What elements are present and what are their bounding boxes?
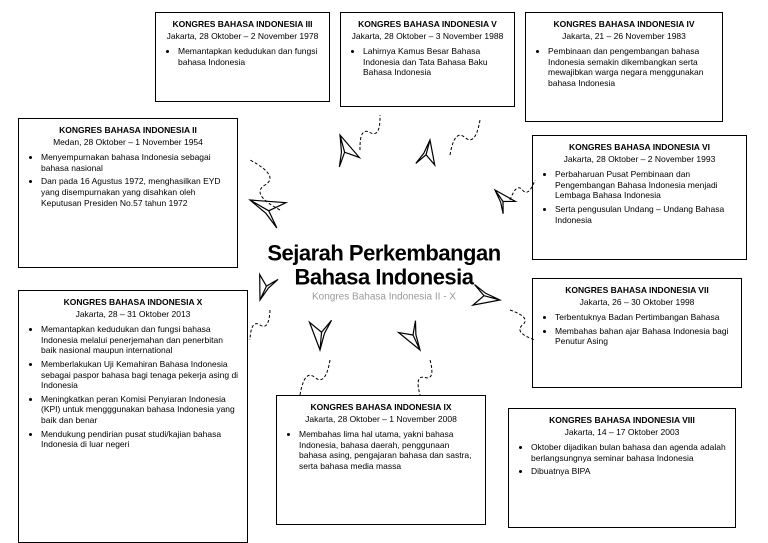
box-kongres-5: KONGRES BAHASA INDONESIA V Jakarta, 28 Ok… bbox=[340, 12, 515, 107]
box-kongres-9: KONGRES BAHASA INDONESIA IX Jakarta, 28 O… bbox=[276, 395, 486, 525]
paper-plane-icon bbox=[302, 311, 341, 350]
box-title: KONGRES BAHASA INDONESIA X bbox=[27, 297, 239, 307]
box-bullets: Perbaharuan Pusat Pembinaan dan Pengemba… bbox=[541, 169, 738, 225]
box-subtitle: Jakarta, 14 – 17 Oktober 2003 bbox=[517, 427, 727, 437]
trail-squiggle bbox=[450, 120, 480, 155]
bullet-item: Dibuatnya BIPA bbox=[531, 466, 727, 477]
box-bullets: Oktober dijadikan bulan bahasa dan agend… bbox=[517, 442, 727, 477]
box-bullets: Menyempurnakan bahasa Indonesia sebagai … bbox=[27, 152, 229, 208]
paper-plane-icon bbox=[409, 140, 442, 173]
box-kongres-6: KONGRES BAHASA INDONESIA VI Jakarta, 28 O… bbox=[532, 135, 747, 260]
box-title: KONGRES BAHASA INDONESIA IV bbox=[534, 19, 714, 29]
box-bullets: Pembinaan dan pengembangan bahasa Indone… bbox=[534, 46, 714, 89]
box-subtitle: Jakarta, 21 – 26 November 1983 bbox=[534, 31, 714, 41]
bullet-item: Memantapkan kedudukan dan fungsi bahasa … bbox=[178, 46, 321, 67]
paper-plane-icon bbox=[250, 191, 292, 233]
trail-squiggle bbox=[360, 115, 380, 150]
trail-squiggle bbox=[250, 160, 280, 210]
bullet-item: Menyempurnakan bahasa Indonesia sebagai … bbox=[41, 152, 229, 173]
trail-squiggle bbox=[250, 310, 270, 340]
main-title: Sejarah Perkembangan Bahasa Indonesia bbox=[267, 241, 500, 289]
box-bullets: Memantapkan kedudukan dan fungsi bahasa … bbox=[164, 46, 321, 67]
bullet-item: Memantapkan kedudukan dan fungsi bahasa … bbox=[41, 324, 239, 356]
bullet-item: Meningkatkan peran Komisi Penyiaran Indo… bbox=[41, 394, 239, 426]
box-bullets: Lahirnya Kamus Besar Bahasa Indonesia da… bbox=[349, 46, 506, 78]
box-title: KONGRES BAHASA INDONESIA II bbox=[27, 125, 229, 135]
box-bullets: Terbentuknya Badan Pertimbangan Bahasa Me… bbox=[541, 312, 733, 347]
paper-plane-icon bbox=[491, 190, 516, 215]
box-bullets: Membahas lima hal utama, yakni bahasa In… bbox=[285, 429, 477, 472]
title-line-2: Bahasa Indonesia bbox=[294, 264, 473, 289]
box-kongres-2: KONGRES BAHASA INDONESIA II Medan, 28 Okt… bbox=[18, 118, 238, 268]
trail-squiggle bbox=[300, 360, 330, 395]
bullet-item: Membahas lima hal utama, yakni bahasa In… bbox=[299, 429, 477, 472]
box-subtitle: Jakarta, 28 – 31 Oktober 2013 bbox=[27, 309, 239, 319]
center-title: Sejarah Perkembangan Bahasa Indonesia Ko… bbox=[267, 241, 500, 302]
bullet-item: Pembinaan dan pengembangan bahasa Indone… bbox=[548, 46, 714, 89]
box-kongres-7: KONGRES BAHASA INDONESIA VII Jakarta, 26 … bbox=[532, 278, 742, 388]
bullet-item: Dan pada 16 Agustus 1972, menghasilkan E… bbox=[41, 176, 229, 208]
box-subtitle: Jakarta, 26 – 30 Oktober 1998 bbox=[541, 297, 733, 307]
paper-plane-icon bbox=[396, 317, 429, 350]
box-title: KONGRES BAHASA INDONESIA VIII bbox=[517, 415, 727, 425]
bullet-item: Terbentuknya Badan Pertimbangan Bahasa bbox=[555, 312, 733, 323]
box-kongres-8: KONGRES BAHASA INDONESIA VIII Jakarta, 14… bbox=[508, 408, 736, 528]
bullet-item: Oktober dijadikan bulan bahasa dan agend… bbox=[531, 442, 727, 463]
box-subtitle: Jakarta, 28 Oktober – 1 November 2008 bbox=[285, 414, 477, 424]
bullet-item: Serta pengusulan Undang – Undang Bahasa … bbox=[555, 204, 738, 225]
box-kongres-10: KONGRES BAHASA INDONESIA X Jakarta, 28 – … bbox=[18, 290, 248, 543]
bullet-item: Lahirnya Kamus Besar Bahasa Indonesia da… bbox=[363, 46, 506, 78]
bullet-item: Perbaharuan Pusat Pembinaan dan Pengemba… bbox=[555, 169, 738, 201]
box-title: KONGRES BAHASA INDONESIA III bbox=[164, 19, 321, 29]
title-line-1: Sejarah Perkembangan bbox=[267, 240, 500, 265]
box-title: KONGRES BAHASA INDONESIA V bbox=[349, 19, 506, 29]
bullet-item: Memberlakukan Uji Kemahiran Bahasa Indon… bbox=[41, 359, 239, 391]
box-kongres-3: KONGRES BAHASA INDONESIA III Jakarta, 28 … bbox=[155, 12, 330, 102]
box-subtitle: Medan, 28 Oktober – 1 November 1954 bbox=[27, 137, 229, 147]
box-title: KONGRES BAHASA INDONESIA IX bbox=[285, 402, 477, 412]
trail-squiggle bbox=[418, 360, 432, 395]
box-kongres-4: KONGRES BAHASA INDONESIA IV Jakarta, 21 –… bbox=[525, 12, 723, 122]
box-subtitle: Jakarta, 28 Oktober – 2 November 1993 bbox=[541, 154, 738, 164]
bullet-item: Membahas bahan ajar Bahasa Indonesia bag… bbox=[555, 326, 733, 347]
box-title: KONGRES BAHASA INDONESIA VI bbox=[541, 142, 738, 152]
bullet-item: Mendukung pendirian pusat studi/kajian b… bbox=[41, 429, 239, 450]
box-title: KONGRES BAHASA INDONESIA VII bbox=[541, 285, 733, 295]
box-subtitle: Jakarta, 28 Oktober – 2 November 1978 bbox=[164, 31, 321, 41]
box-bullets: Memantapkan kedudukan dan fungsi bahasa … bbox=[27, 324, 239, 450]
subtitle: Kongres Bahasa Indonesia II - X bbox=[267, 291, 500, 302]
box-subtitle: Jakarta, 28 Oktober – 3 November 1988 bbox=[349, 31, 506, 41]
paper-plane-icon bbox=[326, 135, 364, 173]
